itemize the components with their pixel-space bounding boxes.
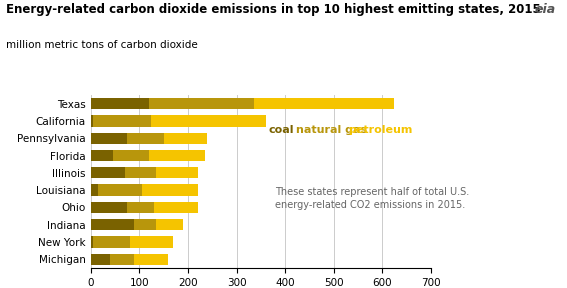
Bar [98,185,142,196]
Bar [91,167,125,178]
Bar [91,253,110,265]
Text: Energy-related carbon dioxide emissions in top 10 highest emitting states, 2015: Energy-related carbon dioxide emissions … [6,3,540,16]
Bar [149,98,253,109]
Bar [93,236,130,248]
Bar [93,115,151,127]
Text: million metric tons of carbon dioxide: million metric tons of carbon dioxide [6,40,197,50]
Text: petroleum: petroleum [348,125,413,134]
Bar [253,98,395,109]
Bar [134,253,168,265]
Bar [130,236,174,248]
Bar [149,150,205,161]
Bar [156,219,183,230]
Bar [110,253,134,265]
Bar [113,150,149,161]
Text: These states represent half of total U.S.
energy-related CO2 emissions in 2015.: These states represent half of total U.S… [276,187,469,210]
Bar [91,219,134,230]
Bar [134,219,156,230]
Bar [142,185,198,196]
Bar [91,236,93,248]
Bar [156,167,198,178]
Bar [91,150,113,161]
Bar [127,133,164,144]
Bar [127,202,154,213]
Bar [154,202,198,213]
Bar [91,98,149,109]
Text: natural gas: natural gas [296,125,367,134]
Bar [125,167,156,178]
Text: eia: eia [535,3,556,16]
Bar [164,133,208,144]
Bar [91,185,98,196]
Bar [91,133,127,144]
Bar [91,202,127,213]
Bar [151,115,266,127]
Text: coal: coal [268,125,294,134]
Bar [91,115,93,127]
